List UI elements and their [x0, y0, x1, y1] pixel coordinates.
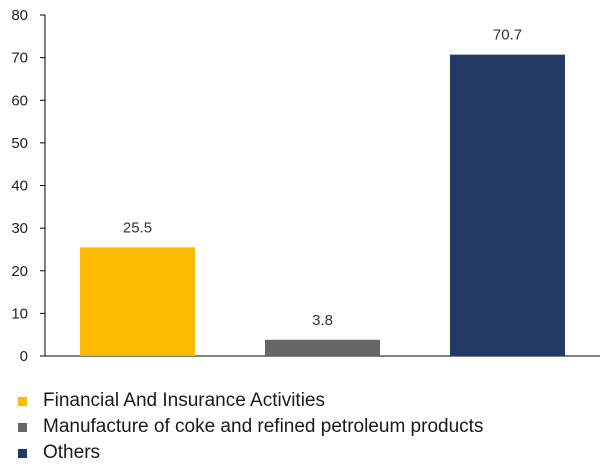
y-tick-label: 50 — [11, 135, 28, 152]
y-axis: 0 10 20 30 40 50 60 70 80 — [11, 7, 600, 365]
legend-item-manufacture: Manufacture of coke and refined petroleu… — [18, 414, 483, 440]
bar-value-label: 3.8 — [312, 312, 333, 329]
bar — [265, 339, 380, 356]
bar — [80, 247, 195, 356]
bar-chart: 0 10 20 30 40 50 60 70 80 25.5 3.8 70.7 — [11, 7, 600, 365]
y-tick-label: 60 — [11, 92, 28, 109]
legend-item-others: Others — [18, 440, 483, 466]
legend-item-financial: Financial And Insurance Activities — [18, 388, 483, 414]
legend-swatch — [18, 422, 27, 432]
legend: Financial And Insurance Activities Manuf… — [18, 388, 483, 466]
bar-value-label: 70.7 — [493, 27, 522, 44]
y-tick-label: 40 — [11, 178, 28, 195]
legend-swatch — [18, 448, 27, 458]
bar-value-label: 25.5 — [123, 219, 152, 236]
bar — [450, 54, 565, 357]
y-tick-label: 30 — [11, 220, 28, 237]
y-tick-label: 70 — [11, 50, 28, 67]
legend-label: Manufacture of coke and refined petroleu… — [43, 416, 484, 437]
y-tick-label: 10 — [11, 305, 28, 322]
legend-swatch — [18, 396, 27, 406]
bars — [80, 54, 565, 357]
legend-label: Financial And Insurance Activities — [43, 390, 325, 411]
legend-label: Others — [43, 442, 101, 463]
y-tick-label: 80 — [11, 7, 28, 24]
y-tick-label: 20 — [11, 263, 28, 280]
data-labels: 25.5 3.8 70.7 — [123, 27, 522, 329]
y-tick-label: 0 — [20, 348, 28, 365]
